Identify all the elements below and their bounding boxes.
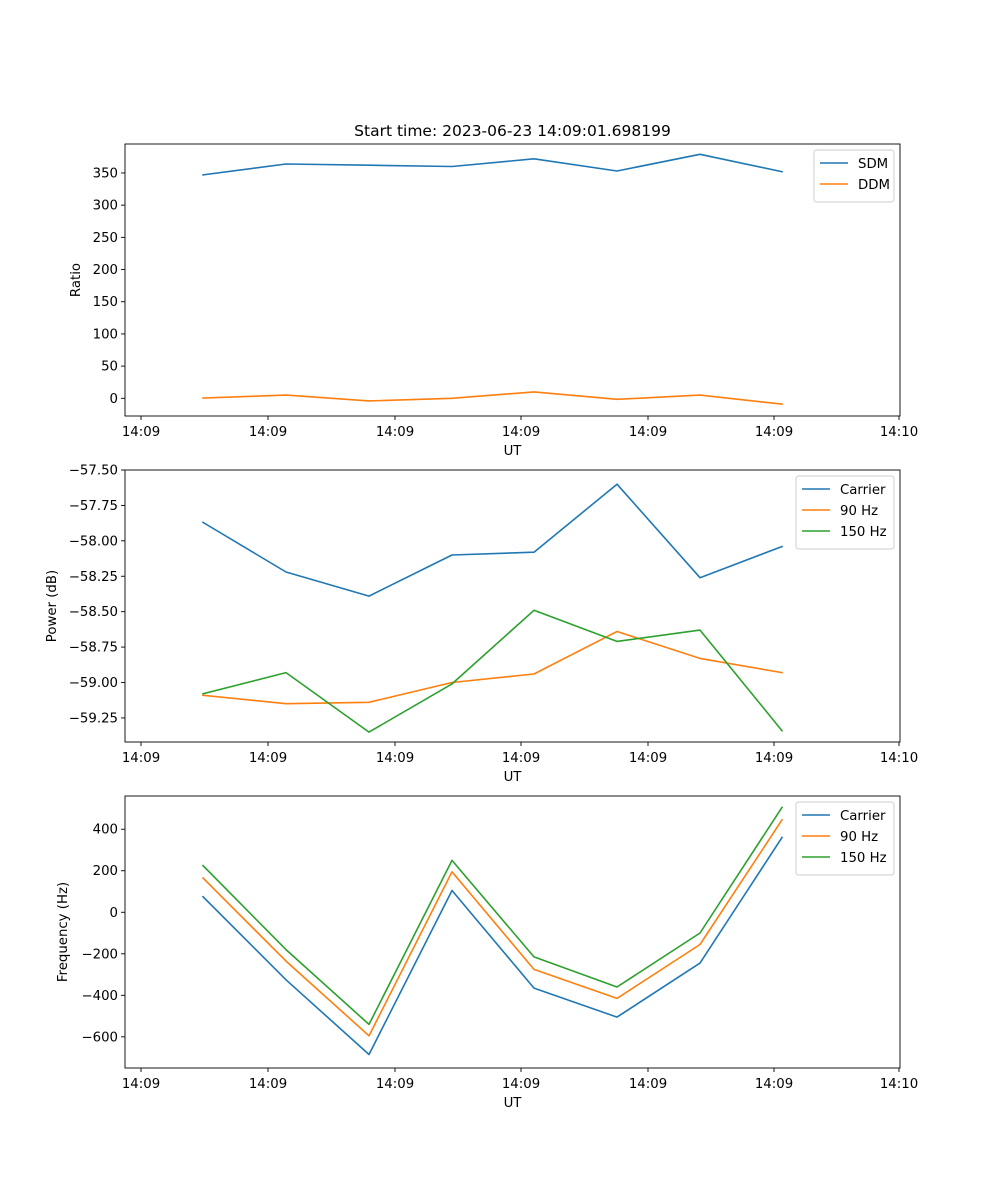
x-tick-label: 14:09 — [755, 751, 793, 766]
legend-label: Carrier — [840, 809, 886, 824]
axes-frame — [124, 469, 901, 743]
y-tick-label: −57.75 — [69, 499, 118, 514]
x-tick-label: 14:09 — [755, 425, 793, 440]
x-tick-label: 14:09 — [502, 1077, 540, 1092]
y-tick-label: −600 — [81, 1030, 118, 1045]
legend-label: 150 Hz — [840, 525, 887, 540]
x-tick-label: 14:09 — [755, 1077, 793, 1092]
legend-label: 150 Hz — [840, 851, 887, 866]
legend: SDM DDM — [813, 149, 895, 203]
legend-label: 90 Hz — [840, 504, 878, 519]
y-tick-label: 0 — [110, 906, 118, 921]
x-tick-label: 14:09 — [629, 425, 667, 440]
x-tick-label: 14:09 — [376, 1077, 414, 1092]
y-tick-label: −58.75 — [69, 641, 118, 656]
y-tick-label: 100 — [93, 327, 118, 342]
y-tick-label: −200 — [81, 947, 118, 962]
x-tick-label: 14:09 — [502, 751, 540, 766]
y-tick-label: −58.00 — [69, 534, 118, 549]
series-line-carrier — [201, 483, 784, 597]
y-tick-label: 200 — [93, 864, 118, 879]
y-axis-label: Power (dB) — [45, 570, 60, 642]
legend: Carrier 90 Hz 150 Hz — [795, 475, 895, 550]
x-tick-label: 14:09 — [629, 751, 667, 766]
axes-frame — [124, 143, 901, 417]
y-tick-label: −58.25 — [69, 570, 118, 585]
series-line-sdm — [202, 153, 783, 176]
x-tick-label: 14:09 — [502, 425, 540, 440]
x-tick-label: 14:09 — [629, 1077, 667, 1092]
legend-label: SDM — [858, 157, 888, 172]
subplot-1: 14:09 14:09 14:09 14:09 14:09 14:09 14:10 0 50 10… — [69, 122, 918, 459]
x-tick-label: 14:09 — [122, 425, 160, 440]
x-tick-label: 14:09 — [376, 751, 414, 766]
y-tick-label: 250 — [93, 231, 118, 246]
x-axis-label: UT — [504, 770, 523, 785]
y-tick-label: −400 — [81, 989, 118, 1004]
series-line-90-hz — [202, 630, 783, 705]
legend-label: 90 Hz — [840, 830, 878, 845]
axes-frame — [124, 795, 901, 1069]
y-tick-label: 300 — [93, 199, 118, 214]
legend: Carrier 90 Hz 150 Hz — [795, 801, 895, 876]
y-tick-label: 400 — [93, 823, 118, 838]
x-tick-label: 14:10 — [880, 425, 918, 440]
y-tick-label: −58.50 — [69, 605, 118, 620]
y-tick-label: 350 — [93, 166, 118, 181]
x-tick-label: 14:09 — [122, 751, 160, 766]
y-tick-label: 150 — [93, 295, 118, 310]
series-line-90-hz — [201, 818, 784, 1037]
y-tick-label: 200 — [93, 263, 118, 278]
subplot-3: 14:09 14:09 14:09 14:09 14:09 14:09 14:10 400 20… — [56, 795, 918, 1111]
legend-label: DDM — [858, 178, 890, 193]
y-axis-label: Ratio — [69, 263, 84, 297]
y-axis-label: Frequency (Hz) — [56, 882, 71, 982]
series-line-ddm — [202, 391, 783, 405]
series-line-150-hz — [201, 806, 784, 1026]
x-tick-label: 14:10 — [880, 751, 918, 766]
y-tick-label: −59.00 — [69, 676, 118, 691]
series-line-carrier — [201, 836, 784, 1056]
legend-label: Carrier — [840, 483, 886, 498]
x-tick-label: 14:09 — [376, 425, 414, 440]
x-tick-label: 14:09 — [249, 425, 287, 440]
x-tick-label: 14:09 — [249, 751, 287, 766]
x-tick-label: 14:09 — [249, 1077, 287, 1092]
x-axis-label: UT — [504, 1096, 523, 1111]
y-tick-label: −59.25 — [69, 711, 118, 726]
y-tick-label: 50 — [101, 360, 118, 375]
x-axis-label: UT — [504, 444, 523, 459]
subplot-2: 14:09 14:09 14:09 14:09 14:09 14:09 14:10 −57.5… — [45, 464, 918, 786]
chart-title: Start time: 2023-06-23 14:09:01.698199 — [354, 122, 671, 140]
series-line-150-hz — [202, 609, 784, 733]
x-tick-label: 14:10 — [880, 1077, 918, 1092]
y-tick-label: −57.50 — [69, 464, 118, 479]
x-tick-label: 14:09 — [122, 1077, 160, 1092]
y-tick-label: 0 — [110, 392, 118, 407]
